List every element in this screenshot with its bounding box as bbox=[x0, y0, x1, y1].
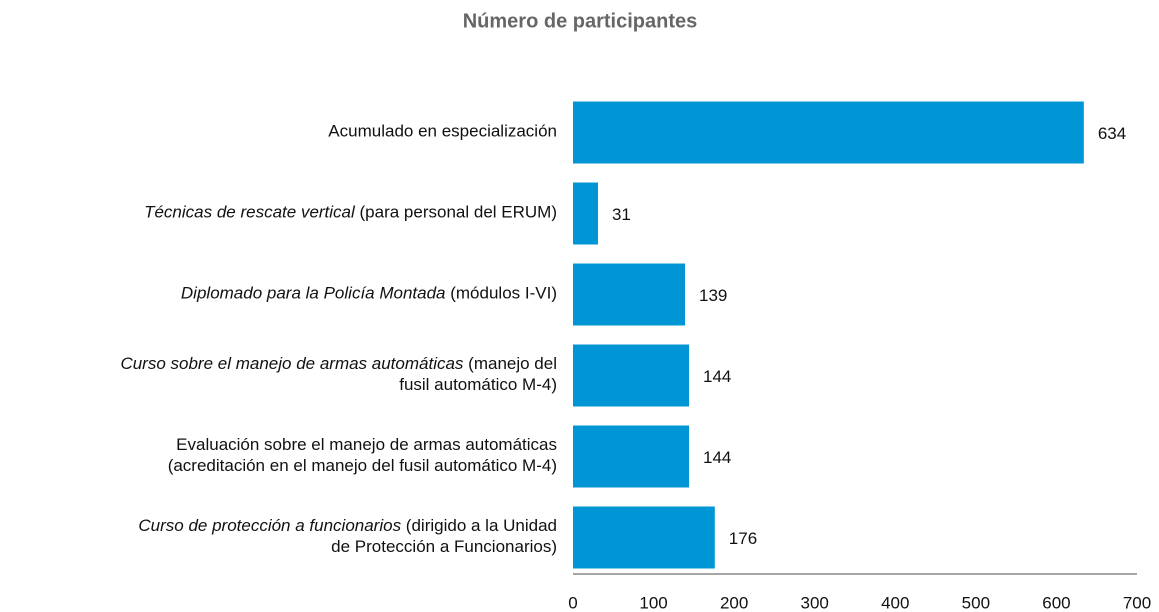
x-tick-label: 0 bbox=[568, 593, 577, 612]
bar bbox=[573, 263, 685, 326]
label-part: (manejo del bbox=[463, 354, 557, 373]
bar bbox=[573, 101, 1084, 164]
value-label: 176 bbox=[729, 529, 757, 548]
bar bbox=[573, 182, 598, 245]
label-part: de Protección a Funcionarios) bbox=[331, 537, 557, 556]
y-tick-label: (acreditación en el manejo del fusil aut… bbox=[168, 456, 557, 475]
x-tick-label: 300 bbox=[801, 593, 829, 612]
label-part: (acreditación en el manejo del fusil aut… bbox=[168, 456, 557, 475]
y-tick-label: Curso sobre el manejo de armas automátic… bbox=[120, 354, 557, 373]
label-part: Diplomado para la Policía Montada bbox=[181, 284, 446, 303]
bar bbox=[573, 344, 690, 407]
label-part: Evaluación sobre el manejo de armas auto… bbox=[176, 435, 557, 454]
label-part: (módulos I-VI) bbox=[446, 284, 557, 303]
x-tick-label: 200 bbox=[720, 593, 748, 612]
value-label: 144 bbox=[703, 367, 731, 386]
y-tick-label: fusil automático M-4) bbox=[399, 375, 557, 394]
x-tick-label: 500 bbox=[962, 593, 990, 612]
value-label: 634 bbox=[1098, 124, 1126, 143]
label-part: (para personal del ERUM) bbox=[355, 203, 557, 222]
label-part: Curso de protección a funcionarios bbox=[138, 516, 401, 535]
x-tick-label: 600 bbox=[1042, 593, 1070, 612]
label-part: Técnicas de rescate vertical bbox=[144, 203, 356, 222]
label-part: (dirigido a la Unidad bbox=[401, 516, 557, 535]
chart-title: Número de participantes bbox=[463, 10, 698, 32]
label-part: fusil automático M-4) bbox=[399, 375, 557, 394]
value-label: 139 bbox=[699, 286, 727, 305]
y-tick-label: Técnicas de rescate vertical (para perso… bbox=[144, 203, 557, 222]
x-tick-label: 100 bbox=[639, 593, 667, 612]
y-tick-label: de Protección a Funcionarios) bbox=[331, 537, 557, 556]
y-tick-label: Acumulado en especialización bbox=[328, 122, 557, 141]
y-tick-label: Curso de protección a funcionarios (diri… bbox=[138, 516, 557, 535]
value-label: 31 bbox=[612, 205, 631, 224]
y-tick-label: Diplomado para la Policía Montada (módul… bbox=[181, 284, 557, 303]
x-tick-label: 700 bbox=[1123, 593, 1151, 612]
label-part: Curso sobre el manejo de armas automátic… bbox=[120, 354, 463, 373]
x-tick-label: 400 bbox=[881, 593, 909, 612]
bar bbox=[573, 425, 690, 488]
y-tick-label: Evaluación sobre el manejo de armas auto… bbox=[176, 435, 557, 454]
label-part: Acumulado en especialización bbox=[328, 122, 557, 141]
bar bbox=[573, 506, 715, 569]
value-label: 144 bbox=[703, 448, 731, 467]
